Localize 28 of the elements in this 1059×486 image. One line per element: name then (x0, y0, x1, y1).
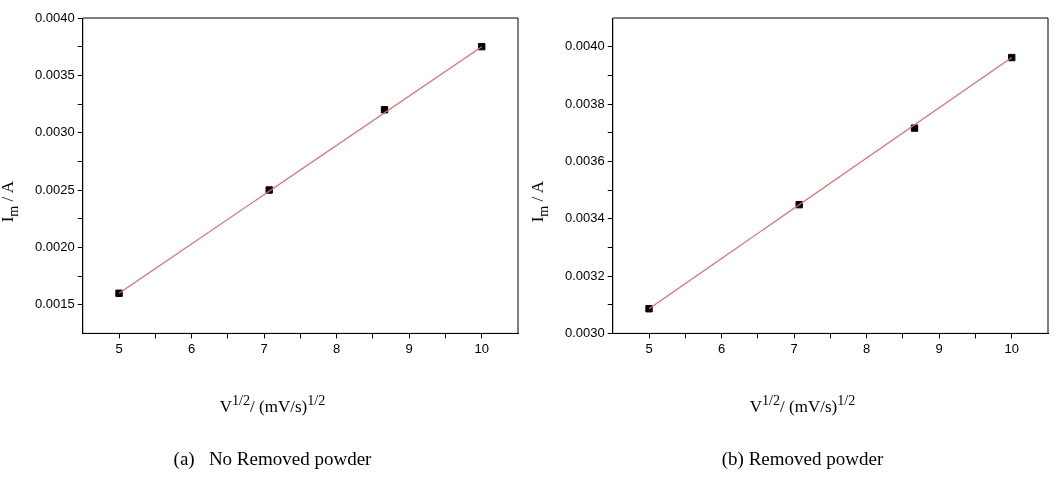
y-tick-label: 0.0038 (565, 95, 605, 111)
text: (b) Removed powder (720, 448, 885, 470)
x-tick-label: 9 (405, 340, 413, 356)
y-tick-label: 0.0030 (35, 124, 75, 140)
y-tick-label: 0.0030 (565, 324, 605, 340)
x-tick-label: 10 (1004, 340, 1019, 356)
x-tick-label: 7 (790, 340, 798, 356)
x-tick-label: 9 (935, 340, 943, 356)
x-tick-label: 6 (717, 340, 726, 356)
y-tick-label: 0.0025 (35, 181, 75, 197)
x-tick-label: 7 (260, 340, 268, 356)
x-tick-label: 8 (863, 340, 871, 356)
y-tick-label: 0.0040 (565, 38, 605, 54)
y-tick-label: 0.0032 (565, 267, 605, 283)
x-tick-label: 5 (115, 340, 123, 356)
y-tick-label: 0.0034 (565, 210, 605, 226)
text: (a) No Removed powder (172, 448, 373, 470)
y-tick-label: 0.0015 (35, 296, 75, 312)
x-tick-label: 8 (333, 340, 341, 356)
x-tick-label: 6 (187, 340, 196, 356)
x-axis-title: V$^{1/2}$/ (mV/s)$^{1/2}$ (748, 392, 857, 417)
y-tick-label: 0.0036 (565, 152, 605, 168)
x-tick-label: 10 (474, 340, 489, 356)
y-tick-label: 0.0035 (35, 66, 75, 82)
x-axis-title: V$^{1/2}$/ (mV/s)$^{1/2}$ (218, 392, 327, 417)
y-tick-label: 0.0040 (35, 9, 75, 25)
y-tick-label: 0.0020 (35, 238, 75, 254)
x-tick-label: 5 (645, 340, 653, 356)
